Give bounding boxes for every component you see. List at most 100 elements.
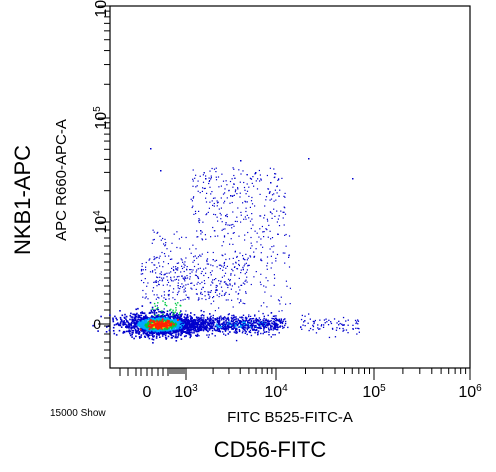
event-dot xyxy=(263,317,265,320)
event-dot xyxy=(178,325,180,328)
event-dot xyxy=(198,327,200,329)
event-dot xyxy=(302,324,304,326)
event-dot xyxy=(152,320,154,323)
event-dot xyxy=(193,256,195,258)
event-dot xyxy=(178,275,180,278)
event-dot xyxy=(188,328,190,331)
event-dot xyxy=(156,315,158,318)
event-dot xyxy=(133,313,136,316)
event-count-label: 15000 Show xyxy=(50,408,106,419)
event-dot xyxy=(165,242,167,244)
event-dot xyxy=(182,324,184,326)
event-dot xyxy=(140,318,143,321)
event-dot xyxy=(222,326,225,329)
event-dot xyxy=(123,316,126,319)
event-dot xyxy=(159,279,161,281)
event-dot xyxy=(183,266,185,268)
event-dot xyxy=(160,271,162,273)
event-dot xyxy=(231,201,233,204)
event-dot xyxy=(179,322,182,324)
event-dot xyxy=(243,323,246,326)
event-dot xyxy=(208,291,210,293)
event-dot xyxy=(195,330,198,333)
event-dot xyxy=(222,325,224,327)
event-dot xyxy=(260,327,263,329)
event-dot xyxy=(172,269,175,271)
event-dot xyxy=(131,318,133,320)
event-dot xyxy=(146,321,148,323)
event-dot xyxy=(192,169,194,171)
event-dot xyxy=(204,323,207,325)
event-dot xyxy=(163,316,165,319)
event-dot xyxy=(184,317,187,319)
event-dot xyxy=(276,253,279,256)
event-dot xyxy=(131,332,133,334)
event-dot xyxy=(215,329,218,332)
event-dot xyxy=(141,319,144,322)
event-dot xyxy=(284,252,286,254)
event-dot xyxy=(211,191,213,193)
event-dot xyxy=(270,326,272,328)
event-dot xyxy=(273,208,275,210)
event-dot xyxy=(187,326,189,329)
event-dot xyxy=(246,281,248,283)
event-dot xyxy=(221,245,223,247)
event-dot xyxy=(214,335,216,337)
event-dot xyxy=(211,322,213,324)
event-dot xyxy=(182,328,185,330)
event-dot xyxy=(162,331,165,334)
event-dot xyxy=(266,265,268,267)
event-dot xyxy=(232,186,234,188)
event-dot xyxy=(232,195,234,197)
event-dot xyxy=(153,326,156,329)
event-dot xyxy=(220,185,222,187)
event-dot xyxy=(252,322,254,325)
event-dot xyxy=(176,312,178,315)
event-dot xyxy=(317,327,319,329)
event-dot xyxy=(197,180,199,182)
event-dot xyxy=(168,290,170,292)
event-dot xyxy=(194,326,197,328)
event-dot xyxy=(190,312,192,314)
event-dot xyxy=(225,321,227,323)
event-dot xyxy=(233,194,235,196)
event-dot xyxy=(173,269,175,272)
event-dot xyxy=(309,327,312,330)
event-dot xyxy=(150,319,152,322)
event-dot xyxy=(244,280,246,282)
event-dot xyxy=(148,328,151,331)
event-dot xyxy=(208,182,210,185)
event-dot xyxy=(284,234,286,236)
event-dot xyxy=(270,325,272,327)
event-dot xyxy=(219,293,221,295)
event-dot xyxy=(335,329,338,331)
event-dot xyxy=(198,218,200,220)
event-dot xyxy=(330,322,333,325)
event-dot xyxy=(173,288,175,290)
event-dot xyxy=(167,315,170,318)
event-dot xyxy=(201,231,203,233)
event-dot xyxy=(205,327,207,329)
event-dot xyxy=(224,253,226,255)
event-dot xyxy=(188,320,191,322)
event-dot xyxy=(119,321,122,323)
event-dot xyxy=(216,289,218,291)
event-dot xyxy=(143,315,145,318)
event-dot xyxy=(206,213,208,215)
event-dot xyxy=(165,317,167,319)
event-dot xyxy=(211,330,214,332)
event-dot xyxy=(252,176,254,178)
event-dot xyxy=(154,317,156,319)
event-dot xyxy=(192,261,194,263)
event-dot xyxy=(217,330,219,332)
event-dot xyxy=(180,331,182,333)
event-dot xyxy=(250,178,252,180)
event-dot xyxy=(126,324,128,327)
event-dot xyxy=(203,322,205,325)
event-dot xyxy=(163,319,166,322)
svg-text:104: 104 xyxy=(92,210,110,234)
event-dot xyxy=(185,316,188,319)
event-dot xyxy=(270,267,272,269)
event-dot xyxy=(144,320,147,323)
event-dot xyxy=(144,316,146,318)
